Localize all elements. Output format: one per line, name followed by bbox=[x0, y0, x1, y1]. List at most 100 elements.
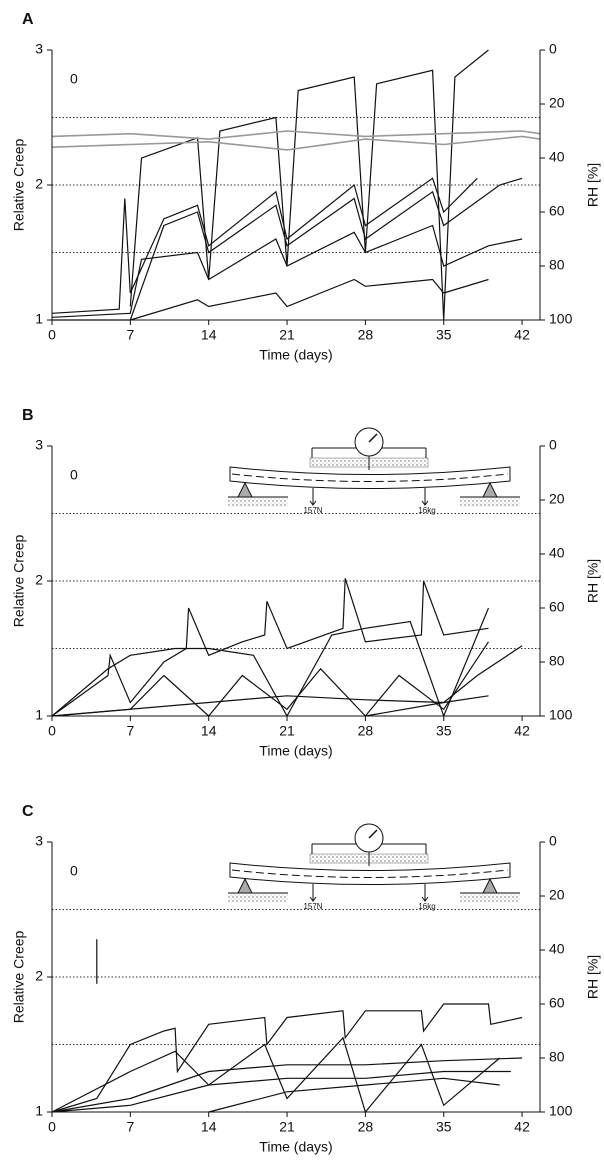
ground bbox=[228, 497, 288, 507]
series-line bbox=[51, 607, 490, 718]
y2-tick-label: 60 bbox=[549, 599, 565, 615]
beam bbox=[229, 466, 511, 489]
ground bbox=[460, 497, 520, 507]
x-tick-label: 0 bbox=[48, 1119, 56, 1135]
series-line bbox=[52, 177, 523, 321]
y-tick-label: 2 bbox=[35, 968, 43, 984]
panel-label: C bbox=[22, 803, 34, 820]
x-tick-label: 28 bbox=[358, 1119, 374, 1135]
x-tick-label: 7 bbox=[126, 723, 134, 739]
y2-tick-label: 20 bbox=[549, 491, 565, 507]
y2-tick-label: 20 bbox=[549, 887, 565, 903]
series-line bbox=[51, 1070, 511, 1113]
series-line bbox=[51, 224, 523, 318]
gauge-needle bbox=[368, 433, 378, 443]
y2-axis-title: RH [%] bbox=[585, 559, 601, 603]
x-tick-label: 35 bbox=[436, 723, 452, 739]
inset-label: 157N bbox=[303, 506, 322, 515]
x-tick-label: 7 bbox=[126, 1119, 134, 1135]
y-tick-label: 3 bbox=[35, 437, 43, 453]
y-tick-label: 2 bbox=[35, 572, 43, 588]
x-tick-label: 21 bbox=[279, 1119, 295, 1135]
gauge-needle bbox=[368, 829, 378, 839]
arrow-head bbox=[421, 500, 429, 506]
x-axis-title: Time (days) bbox=[259, 1139, 332, 1155]
x-tick-label: 21 bbox=[279, 723, 295, 739]
series-line bbox=[51, 130, 541, 140]
series-line bbox=[130, 278, 489, 321]
arrow-head bbox=[309, 896, 317, 902]
x-tick-label: 0 bbox=[48, 327, 56, 343]
y-tick-label: 1 bbox=[35, 1103, 43, 1119]
y-tick-label: 2 bbox=[35, 176, 43, 192]
annotation: 0 bbox=[70, 467, 78, 483]
y2-tick-label: 20 bbox=[549, 95, 565, 111]
panel-label: A bbox=[22, 11, 34, 28]
series-line bbox=[51, 641, 489, 717]
beam-diagram: 157N 16kg bbox=[228, 427, 520, 515]
y2-tick-label: 100 bbox=[549, 1103, 573, 1119]
x-tick-label: 7 bbox=[126, 327, 134, 343]
series-line bbox=[51, 1057, 523, 1113]
y2-axis-title: RH [%] bbox=[585, 955, 601, 999]
inset-label: 16kg bbox=[418, 506, 435, 515]
y-tick-label: 1 bbox=[35, 707, 43, 723]
arrow-head bbox=[421, 896, 429, 902]
support bbox=[482, 877, 498, 894]
annotation: 0 bbox=[70, 71, 78, 87]
panel-label: B bbox=[22, 407, 34, 424]
series-line bbox=[51, 578, 489, 717]
x-tick-label: 14 bbox=[201, 1119, 217, 1135]
x-tick-label: 42 bbox=[514, 723, 530, 739]
y2-axis-title: RH [%] bbox=[585, 163, 601, 207]
x-tick-label: 42 bbox=[514, 1119, 530, 1135]
y2-tick-label: 40 bbox=[549, 545, 565, 561]
series-line bbox=[51, 1036, 501, 1114]
x-tick-label: 14 bbox=[201, 327, 217, 343]
x-tick-label: 21 bbox=[279, 327, 295, 343]
series-line bbox=[51, 695, 489, 717]
y-axis-title: Relative Creep bbox=[11, 138, 27, 231]
beam-axis bbox=[231, 473, 509, 482]
support bbox=[237, 877, 253, 894]
series-line bbox=[208, 1077, 500, 1113]
y2-tick-label: 40 bbox=[549, 941, 565, 957]
y2-tick-label: 100 bbox=[549, 311, 573, 327]
y2-tick-label: 0 bbox=[549, 437, 557, 453]
x-tick-label: 35 bbox=[436, 1119, 452, 1135]
x-axis-title: Time (days) bbox=[259, 347, 332, 363]
series-line bbox=[365, 645, 523, 717]
y2-tick-label: 80 bbox=[549, 653, 565, 669]
y-tick-label: 3 bbox=[35, 41, 43, 57]
support bbox=[482, 481, 498, 498]
y-tick-label: 3 bbox=[35, 833, 43, 849]
inset-label: 157N bbox=[303, 902, 322, 911]
beam-axis bbox=[231, 869, 509, 878]
y2-tick-label: 0 bbox=[549, 41, 557, 57]
x-tick-label: 28 bbox=[358, 327, 374, 343]
x-axis-title: Time (days) bbox=[259, 743, 332, 759]
support bbox=[237, 481, 253, 498]
y2-tick-label: 100 bbox=[549, 707, 573, 723]
series-line bbox=[51, 177, 478, 314]
y-axis-title: Relative Creep bbox=[11, 534, 27, 627]
y-tick-label: 1 bbox=[35, 311, 43, 327]
ground bbox=[228, 893, 288, 903]
series-line bbox=[51, 1003, 523, 1113]
x-tick-label: 14 bbox=[201, 723, 217, 739]
arrow-head bbox=[309, 500, 317, 506]
x-tick-label: 0 bbox=[48, 723, 56, 739]
series-line bbox=[129, 49, 489, 321]
series-line bbox=[51, 135, 541, 151]
y2-tick-label: 60 bbox=[549, 203, 565, 219]
x-tick-label: 28 bbox=[358, 723, 374, 739]
ground bbox=[460, 893, 520, 903]
annotation: 0 bbox=[70, 863, 78, 879]
x-tick-label: 35 bbox=[436, 327, 452, 343]
y2-tick-label: 60 bbox=[549, 995, 565, 1011]
beam-diagram: 157N 16kg bbox=[228, 823, 520, 911]
y2-tick-label: 80 bbox=[549, 257, 565, 273]
y2-tick-label: 80 bbox=[549, 1049, 565, 1065]
y2-tick-label: 40 bbox=[549, 149, 565, 165]
